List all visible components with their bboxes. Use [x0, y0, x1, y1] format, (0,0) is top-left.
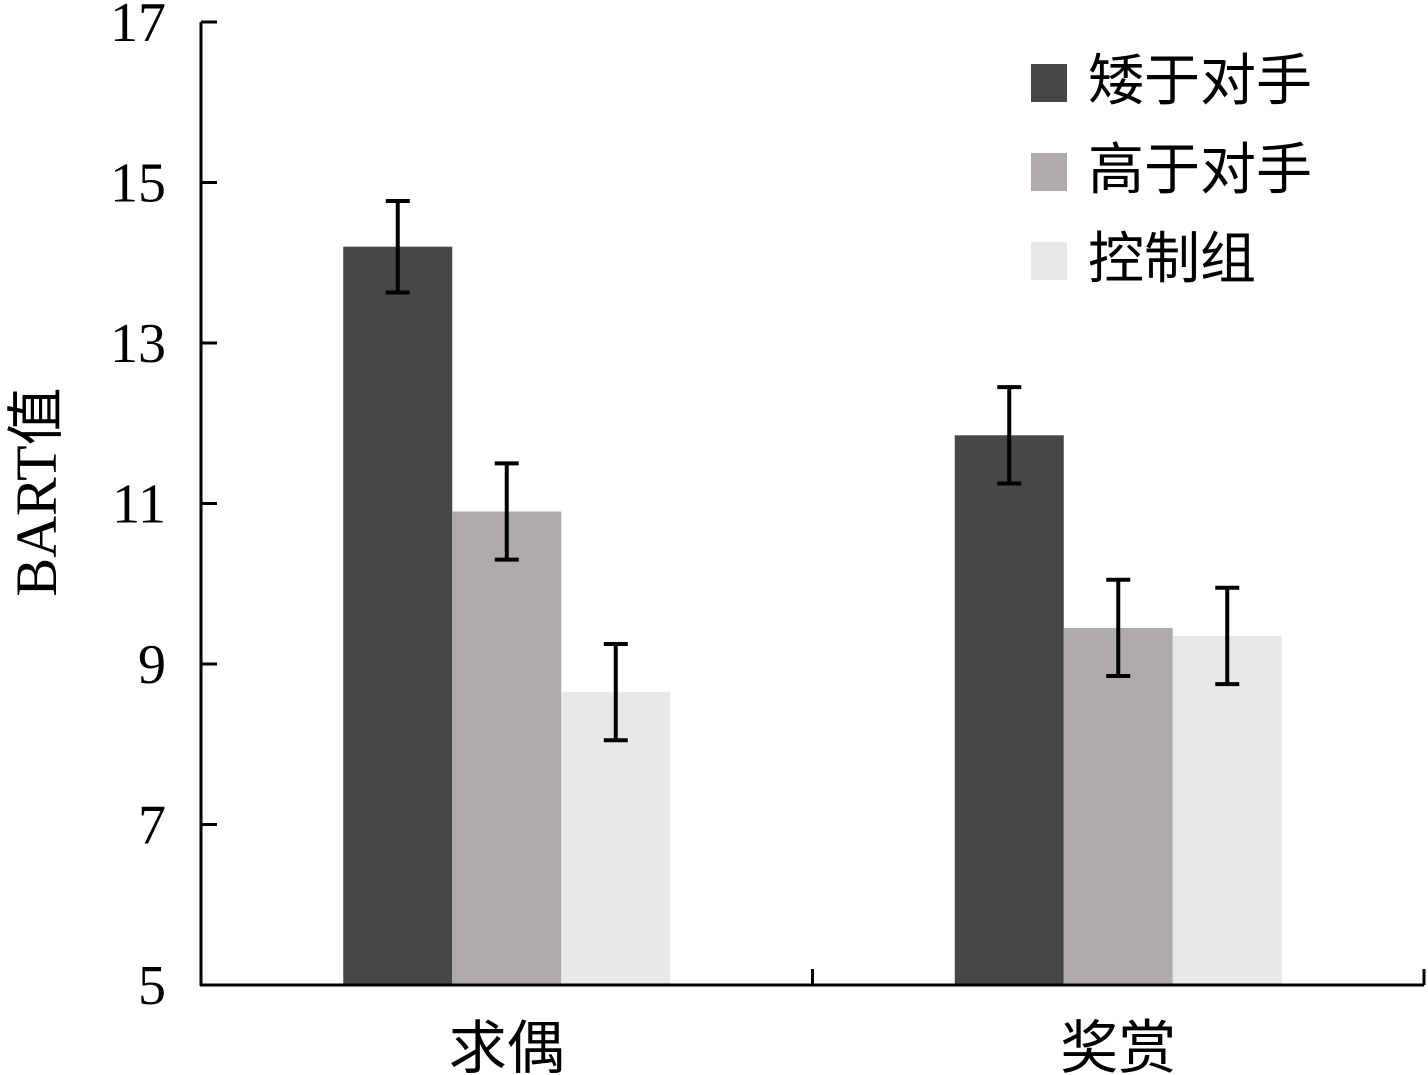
bar-1-2: [1172, 635, 1282, 985]
y-tick-label: 11: [112, 474, 166, 536]
y-tick-label: 13: [110, 313, 166, 375]
error-bar-0-2: [603, 641, 628, 743]
bar-1-0: [954, 435, 1064, 986]
y-tick-label: 5: [138, 955, 166, 1017]
legend-label: 控制组: [1088, 229, 1256, 291]
legend-swatch: [1031, 153, 1067, 191]
y-tick-label: 15: [110, 153, 166, 215]
error-bar-0-1: [494, 461, 519, 562]
category-label: 奖赏: [1060, 1016, 1176, 1075]
error-bar-1-2: [1215, 585, 1240, 687]
bar-0-0: [343, 246, 453, 985]
error-bar-0-0: [385, 198, 410, 295]
y-tick-label: 17: [110, 0, 166, 54]
bar-0-1: [452, 511, 562, 985]
y-tick-label: 9: [138, 634, 166, 696]
category-label: 求偶: [449, 1016, 565, 1075]
y-axis-title: BART值: [4, 387, 69, 596]
legend-swatch: [1031, 242, 1067, 280]
error-bar-1-1: [1106, 577, 1131, 679]
x-categories-layer: 求偶 奖赏: [449, 1016, 1177, 1075]
legend-label: 高于对手: [1088, 140, 1312, 202]
bars-layer: [343, 246, 1282, 986]
y-tick-label: 7: [138, 795, 166, 857]
error-bars-layer: [385, 198, 1240, 743]
bar-1-1: [1063, 627, 1173, 985]
legend-label: 矮于对手: [1088, 51, 1312, 113]
y-ticks-layer: 5 7 9 11 13 15 17: [110, 0, 217, 1017]
error-bar-1-0: [997, 385, 1022, 486]
legend-swatch: [1031, 64, 1067, 102]
